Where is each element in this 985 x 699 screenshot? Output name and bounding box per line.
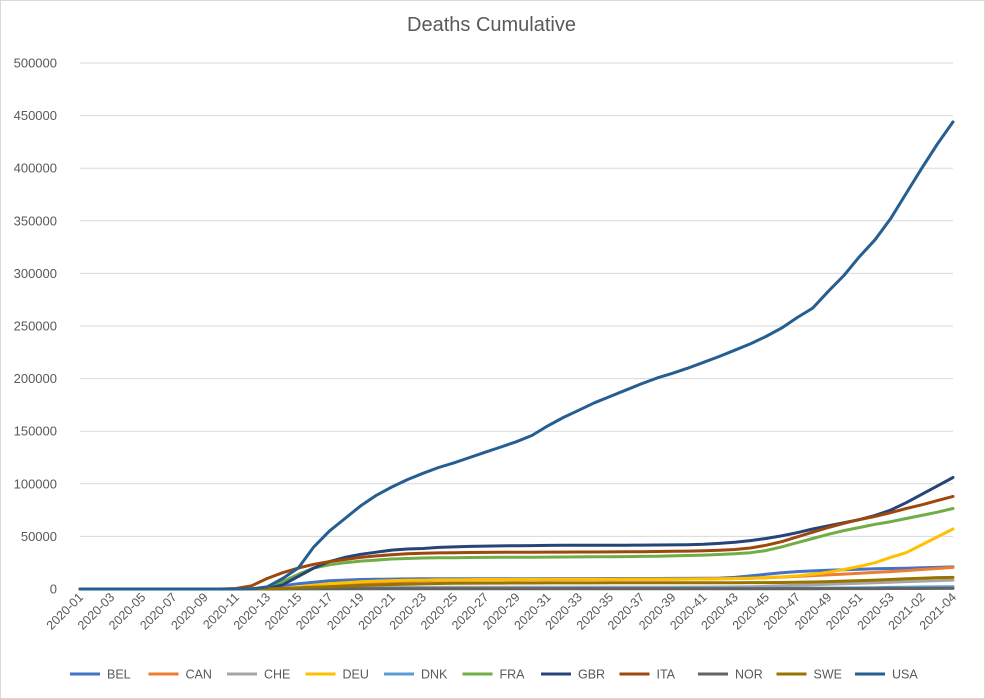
legend-label: DNK [421,668,448,682]
legend-label: NOR [735,668,763,682]
y-tick-label: 100000 [14,476,57,491]
legend-label: GBR [578,668,605,682]
y-tick-label: 50000 [21,529,57,544]
y-tick-label: 150000 [14,424,57,439]
y-tick-label: 400000 [14,161,57,176]
y-tick-label: 250000 [14,319,57,334]
y-tick-label: 200000 [14,371,57,386]
y-axis-ticks: 0 50000 100000 150000 200000 250000 300000 3500… [14,56,57,597]
legend-label: CAN [186,668,212,682]
x-axis-ticks: 2020-012020-032020-052020-072020-092020-… [44,590,959,632]
legend-label: FRA [500,668,526,682]
y-tick-label: 450000 [14,108,57,123]
chart-title: Deaths Cumulative [407,14,576,36]
legend-label: DEU [343,668,369,682]
legend-label: SWE [814,668,842,682]
y-tick-label: 350000 [14,213,57,228]
series-line-fra [78,507,955,591]
series-line-usa [78,120,955,591]
legend-label: CHE [264,668,290,682]
legend-label: ITA [657,668,676,682]
y-tick-label: 500000 [14,56,57,71]
y-tick-label: 300000 [14,266,57,281]
legend-label: USA [892,668,918,682]
legend-label: BEL [107,668,131,682]
series-line-deu [78,527,955,591]
gridlines [80,62,953,590]
y-tick-label: 0 [50,582,57,597]
series-lines [78,120,955,591]
legend: BEL CAN CHE DEU DNK FRA GBR ITA NOR SWE USA [70,668,918,682]
